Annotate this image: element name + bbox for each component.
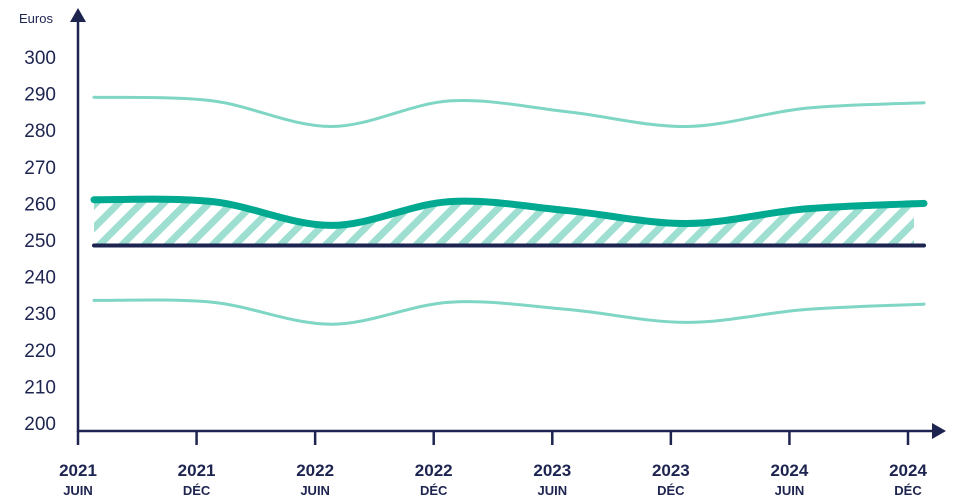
x-tick-month: JUIN	[300, 483, 330, 498]
x-tick-year: 2022	[296, 461, 334, 480]
series-line-upper	[92, 95, 926, 129]
x-tick-month: DÉC	[657, 483, 685, 498]
series-line-central	[90, 195, 928, 229]
y-tick-label: 260	[24, 194, 56, 215]
y-tick-label: 280	[24, 121, 56, 142]
y-tick-label: 240	[24, 268, 56, 289]
axes-layer: Euros	[19, 8, 946, 439]
x-tick-year: 2022	[415, 461, 453, 480]
x-tick-month: JUIN	[775, 483, 805, 498]
x-tick-month: DÉC	[420, 483, 448, 498]
hatch-area-layer	[94, 199, 914, 246]
x-tick-month: JUIN	[63, 483, 93, 498]
y-tick-label: 210	[24, 377, 56, 398]
ticks-layer: 200 210 220 230 240 250 260 270 280 290 300 2021 JUI…	[24, 48, 927, 498]
x-tick-month: DÉC	[183, 483, 211, 498]
x-tick-year: 2023	[652, 461, 690, 480]
y-tick-label: 300	[24, 48, 56, 69]
x-tick-year: 2021	[59, 461, 97, 480]
x-axis-arrow	[932, 423, 946, 439]
series-layer	[90, 95, 928, 326]
hatched-band	[94, 199, 914, 246]
y-tick-label: 290	[24, 85, 56, 106]
y-tick-label: 220	[24, 341, 56, 362]
x-tick-year: 2024	[889, 461, 927, 480]
y-tick-label: 200	[24, 414, 56, 435]
y-tick-label: 250	[24, 231, 56, 252]
x-tick-year: 2024	[771, 461, 809, 480]
y-tick-label: 230	[24, 304, 56, 325]
x-tick-month: DÉC	[894, 483, 922, 498]
x-tick-month: JUIN	[537, 483, 567, 498]
y-axis-arrow	[70, 8, 86, 22]
x-tick-year: 2021	[178, 461, 216, 480]
series-line-lower	[92, 298, 926, 326]
x-tick-year: 2023	[533, 461, 571, 480]
y-axis-label: Euros	[19, 11, 53, 26]
y-tick-label: 270	[24, 158, 56, 179]
